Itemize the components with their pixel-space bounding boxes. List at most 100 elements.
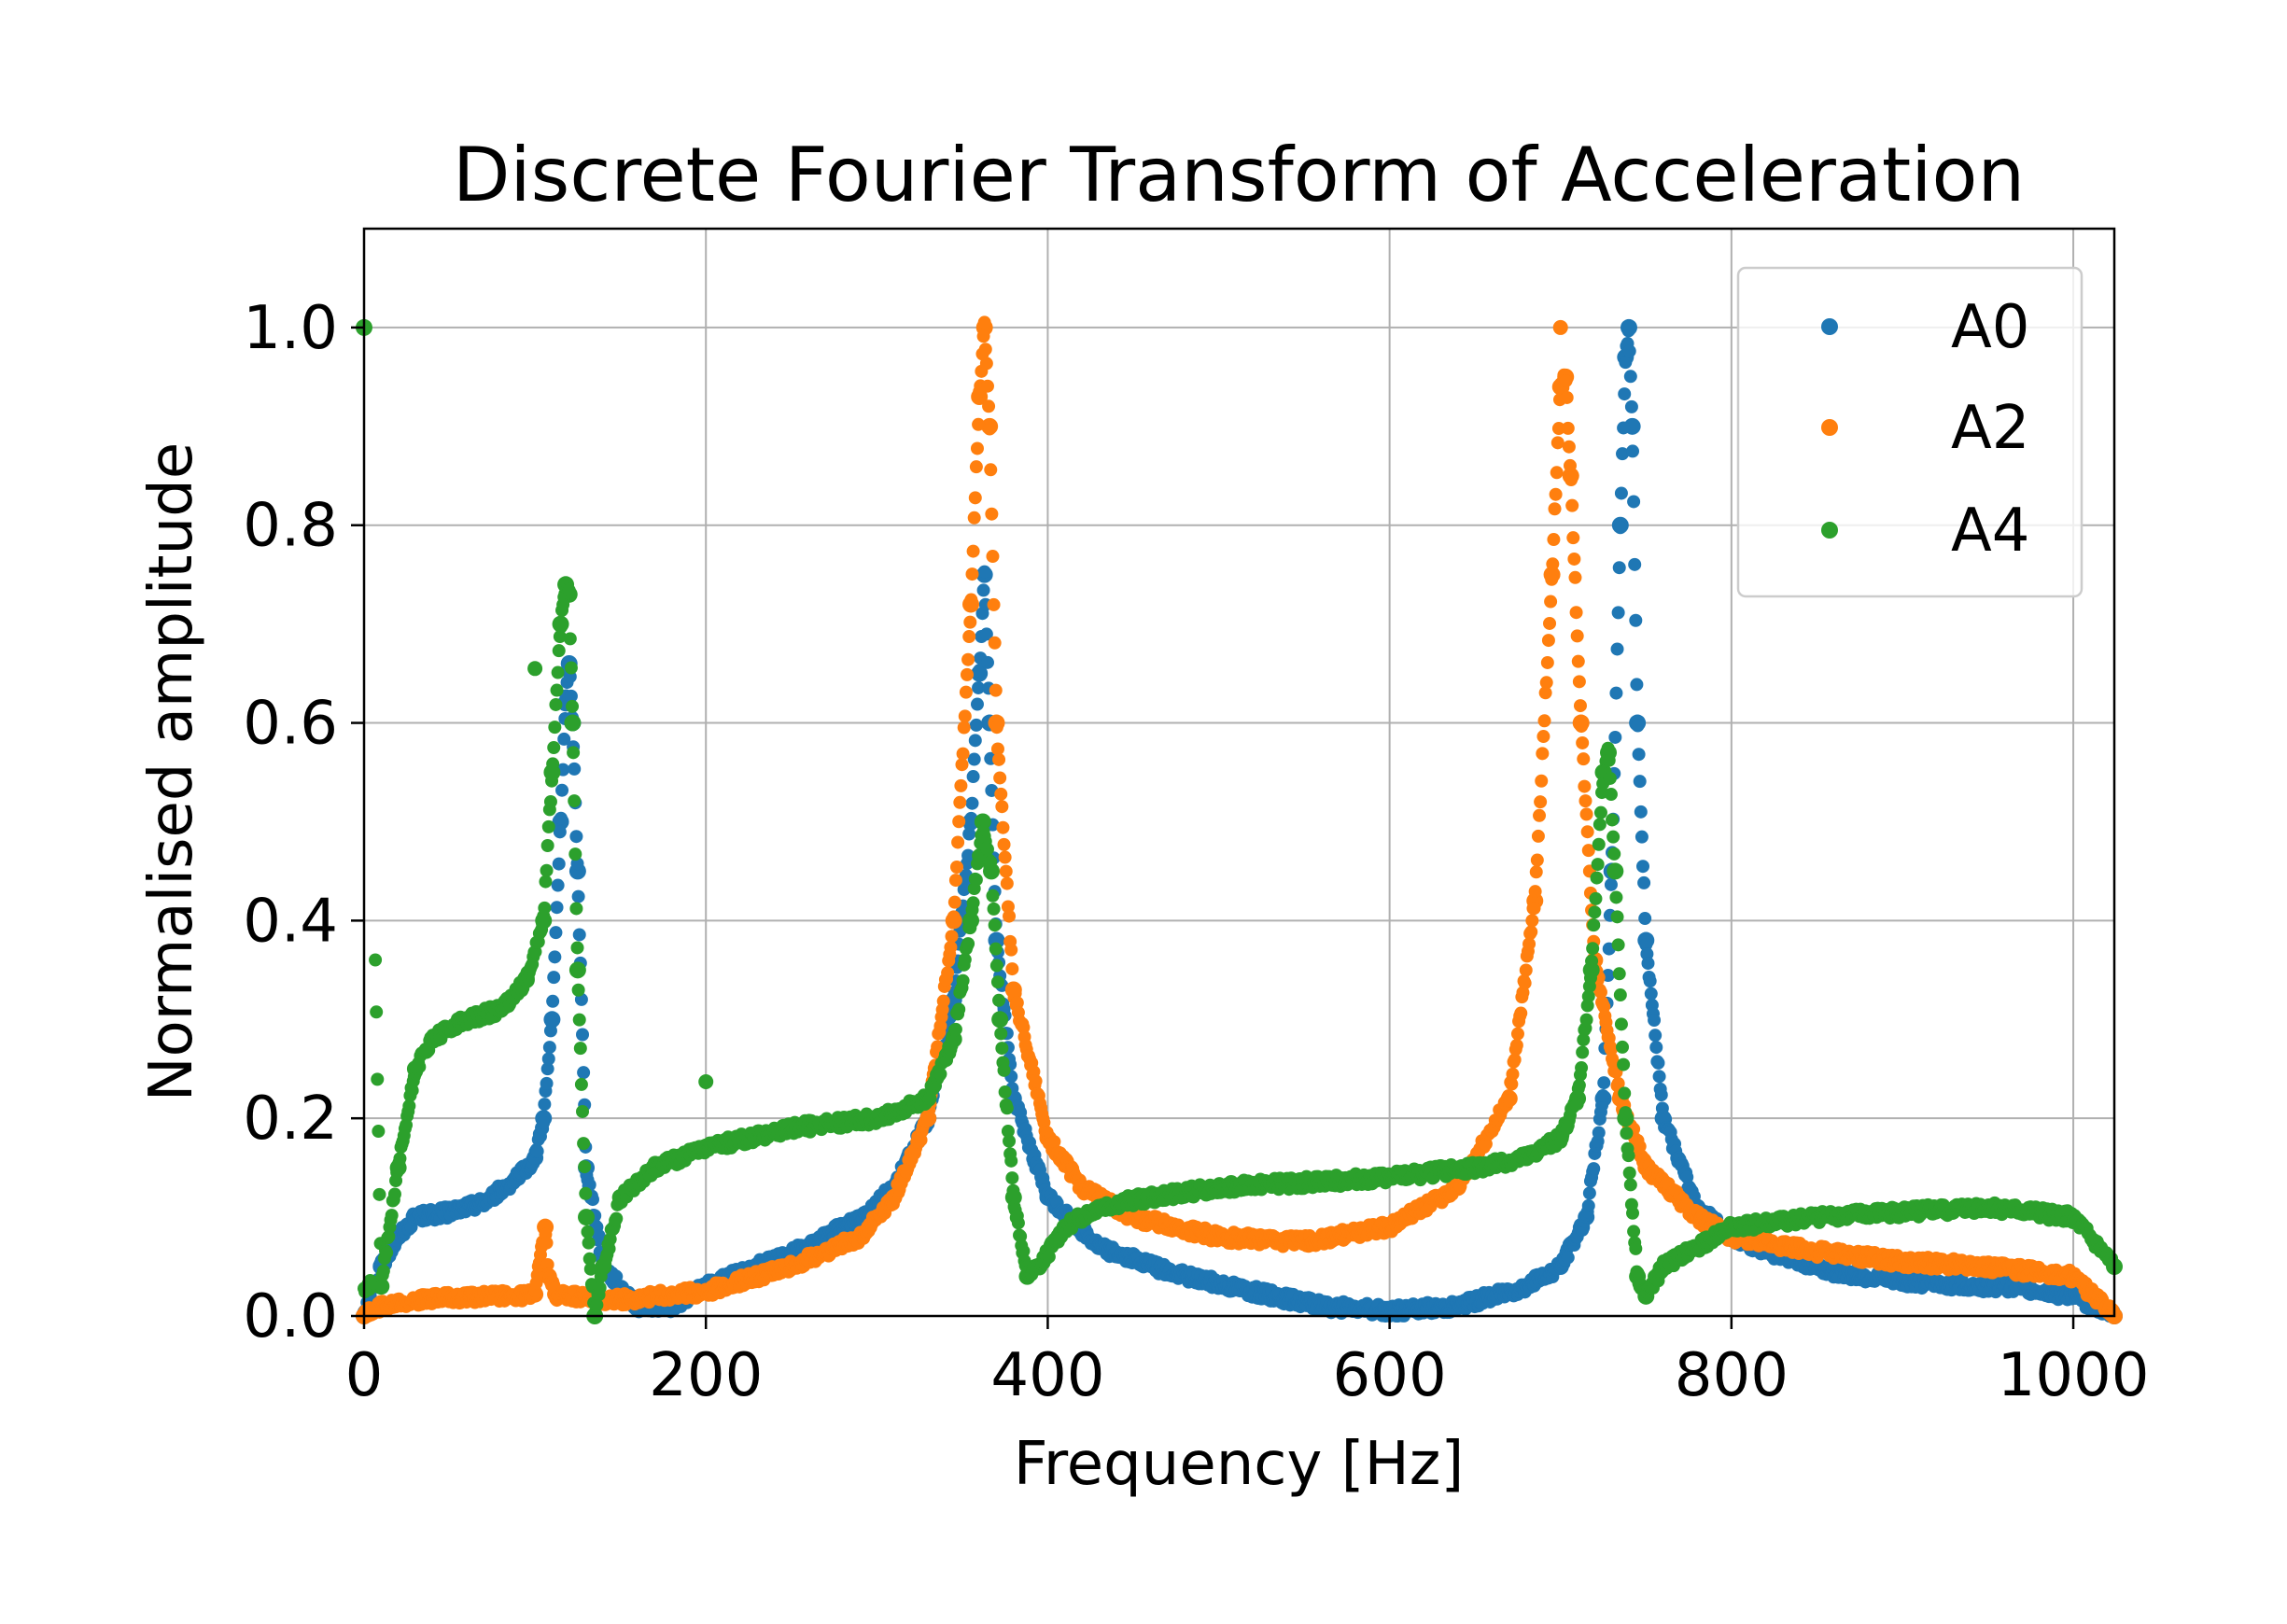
data-point-a0 [1627,495,1641,509]
data-point-a2 [936,994,950,1008]
data-point-a2 [1581,844,1595,858]
data-point-a0 [576,1028,590,1042]
data-point-a4 [571,983,585,997]
data-point-a4 [553,630,567,644]
data-point-a4 [1575,1061,1589,1075]
data-point-a2 [967,511,981,525]
data-point-a4 [1001,1125,1015,1139]
data-point-a0 [554,811,568,825]
data-point-a0 [1634,805,1648,819]
data-point-a4 [576,1104,590,1118]
data-point-a4 [568,847,582,861]
data-point-a4 [1627,1225,1641,1239]
data-point-a4 [380,1246,394,1260]
data-point-a2 [947,895,961,909]
data-point-a0 [555,783,569,797]
data-point-a0 [552,857,566,871]
data-point-a4 [1576,1045,1590,1059]
data-point-a0 [1655,1101,1669,1115]
data-point-a0 [530,1144,544,1158]
data-point-a4 [961,937,975,951]
data-point-a2 [945,930,959,944]
data-point-a2 [1524,925,1538,939]
data-point-a4 [1585,954,1599,968]
data-point-a0 [1654,1088,1668,1102]
data-point-a0 [1616,447,1630,461]
data-point-a4 [952,1002,966,1016]
data-point-a4 [1603,771,1617,785]
data-point-a0 [1561,1251,1575,1265]
data-point-a4 [989,942,1003,956]
data-point-a2 [1550,436,1564,450]
data-point-a4 [1000,1101,1014,1115]
data-point-a2 [1510,1027,1524,1041]
data-point-a2 [1005,962,1019,976]
data-point-a0 [1649,1041,1663,1055]
data-point-a4 [964,916,978,930]
data-point-a0 [979,627,993,641]
data-point-a2 [988,636,1002,650]
data-point-a2 [953,795,967,809]
data-point-a2 [1563,458,1577,472]
data-point-a4 [1006,1183,1020,1197]
data-point-a0 [1612,561,1626,575]
data-point-a0 [572,928,586,942]
data-point-a4 [568,794,582,808]
data-point-a2 [1536,730,1550,744]
data-point-a2 [1541,634,1555,648]
data-point-a0 [1587,1162,1601,1176]
data-point-a4 [1577,1033,1591,1047]
data-point-a2 [999,864,1013,878]
data-point-a4 [988,918,1002,932]
data-point-a2 [970,441,984,455]
data-point-a2 [1578,779,1592,793]
data-point-a0 [1581,1198,1595,1212]
data-point-a4 [376,1264,390,1278]
data-point-a4 [987,902,1001,916]
data-point-a0 [977,565,991,579]
data-point-a4 [413,1060,427,1074]
data-point-a0 [1619,356,1633,370]
data-point-a0 [541,1052,555,1066]
data-point-a2 [1514,1006,1528,1020]
data-point-a2 [1548,502,1562,516]
data-point-a0 [569,830,583,844]
data-point-a0 [1641,957,1655,971]
data-point-a0 [571,889,585,903]
data-point-a4 [545,774,559,788]
data-point-a0 [592,1228,606,1242]
data-point-a4 [1620,1127,1634,1141]
data-point-a4 [1003,1134,1017,1148]
data-point-a4 [1011,1216,1025,1230]
data-point-a2 [976,329,990,343]
data-point-a2 [1569,606,1583,620]
data-point-a4 [550,683,564,697]
data-point-a2 [1527,902,1541,916]
data-point-a4 [1613,988,1627,1002]
data-point-a0 [1611,606,1625,620]
data-point-a0 [1635,860,1649,874]
data-point-a2 [1003,909,1017,923]
data-point-a4 [1607,847,1621,861]
data-point-a2 [948,874,962,888]
data-point-a4 [1590,871,1604,885]
data-point-a4 [933,1067,947,1081]
data-point-a4 [1579,1013,1593,1027]
data-point-a2 [1545,572,1559,586]
data-point-a4 [572,1013,586,1027]
data-point-a4 [1589,891,1603,905]
data-point-a4 [589,1308,603,1322]
data-point-a2 [1509,1038,1523,1052]
data-point-a0 [1623,370,1637,384]
data-point-a4 [549,697,563,711]
data-point-a4 [372,1125,386,1139]
data-point-a2 [986,550,1000,564]
data-point-a4 [578,1160,592,1174]
data-point-a0 [551,878,565,892]
data-point-a4 [564,714,582,732]
data-point-a2 [1575,720,1589,734]
data-point-a2 [1001,900,1015,914]
data-point-a0 [1617,421,1631,435]
data-point-a4 [552,644,566,658]
